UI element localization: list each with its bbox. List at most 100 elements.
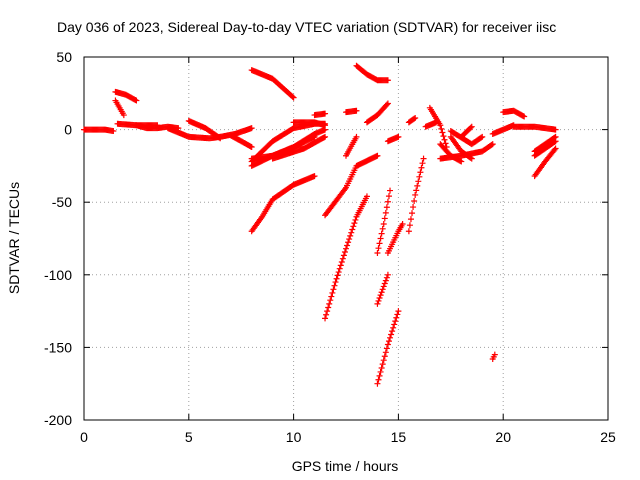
- data-point: [332, 279, 339, 286]
- data-point: [381, 280, 388, 287]
- data-point: [551, 146, 558, 153]
- data-point: [552, 133, 559, 140]
- data-point: [417, 169, 424, 176]
- data-point: [346, 236, 353, 243]
- data-point: [384, 77, 391, 84]
- data-point: [110, 128, 117, 135]
- x-tick-label: 0: [80, 429, 88, 445]
- data-point: [383, 345, 390, 352]
- data-series: [343, 133, 360, 159]
- data-point: [393, 314, 400, 321]
- data-point: [350, 223, 357, 230]
- data-point: [478, 134, 485, 141]
- data-point: [392, 318, 399, 325]
- data-point: [322, 110, 329, 117]
- data-point: [413, 187, 420, 194]
- data-point: [442, 140, 449, 147]
- data-point: [378, 289, 385, 296]
- data-series: [531, 145, 559, 180]
- data-point: [337, 262, 344, 269]
- data-point: [441, 136, 448, 143]
- data-series: [374, 187, 394, 257]
- data-series: [353, 62, 391, 84]
- data-point: [328, 293, 335, 300]
- data-point: [377, 292, 384, 299]
- data-point: [248, 144, 255, 151]
- y-tick-label: -200: [44, 412, 72, 428]
- data-point: [380, 220, 387, 227]
- data-point: [405, 228, 412, 235]
- data-point: [551, 134, 558, 141]
- data-point: [395, 133, 402, 140]
- data-point: [479, 133, 486, 140]
- data-point: [420, 155, 427, 162]
- data-point: [406, 222, 413, 229]
- data-series: [248, 67, 297, 101]
- data-point: [384, 271, 391, 278]
- data-series: [458, 123, 475, 140]
- data-point: [133, 97, 140, 104]
- data-point: [345, 239, 352, 246]
- data-point: [290, 94, 297, 101]
- data-series: [405, 114, 419, 126]
- data-point: [363, 193, 370, 200]
- data-point: [347, 232, 354, 239]
- data-series: [290, 119, 329, 129]
- x-tick-label: 25: [600, 429, 616, 445]
- data-point: [375, 376, 382, 383]
- data-point: [379, 361, 386, 368]
- data-point: [382, 277, 389, 284]
- data-point: [468, 123, 475, 130]
- y-tick-label: -50: [52, 194, 72, 210]
- y-tick-label: -100: [44, 267, 72, 283]
- data-point: [387, 334, 394, 341]
- data-point: [382, 209, 389, 216]
- data-series: [510, 123, 559, 133]
- data-point: [384, 198, 391, 205]
- x-axis-title: GPS time / hours: [292, 458, 399, 474]
- data-point: [489, 141, 496, 148]
- data-series: [322, 152, 381, 219]
- data-point: [343, 245, 349, 252]
- data-point: [399, 220, 406, 227]
- data-point: [468, 155, 475, 162]
- data-point: [322, 133, 329, 140]
- data-point: [410, 204, 417, 211]
- data-point: [325, 304, 332, 311]
- data-series: [384, 220, 406, 257]
- data-point: [458, 158, 465, 165]
- x-tick-label: 10: [286, 429, 302, 445]
- data-series: [248, 173, 318, 235]
- data-point: [379, 225, 386, 232]
- data-point: [521, 113, 528, 120]
- data-series: [426, 104, 450, 151]
- y-tick-label: 50: [56, 49, 72, 65]
- data-series: [384, 133, 402, 145]
- data-point: [378, 365, 385, 372]
- data-point: [385, 338, 392, 345]
- data-point: [491, 351, 498, 358]
- data-point: [348, 229, 355, 236]
- data-point: [378, 230, 385, 237]
- data-point: [388, 331, 395, 338]
- data-point: [377, 235, 384, 242]
- data-point: [353, 133, 360, 140]
- data-point: [336, 265, 343, 272]
- data-point: [416, 173, 423, 180]
- data-point: [411, 197, 418, 204]
- data-point: [379, 286, 386, 293]
- data-series: [322, 193, 370, 322]
- data-point: [376, 295, 383, 302]
- data-point: [322, 315, 329, 322]
- data-series: [248, 126, 329, 169]
- data-point: [383, 204, 390, 211]
- data-point: [374, 152, 381, 159]
- data-point: [375, 297, 382, 304]
- data-series: [374, 308, 402, 387]
- data-point: [377, 368, 384, 375]
- data-series: [227, 132, 255, 151]
- y-axis-title: SDTVAR / TECUs: [6, 182, 22, 294]
- data-point: [552, 126, 559, 133]
